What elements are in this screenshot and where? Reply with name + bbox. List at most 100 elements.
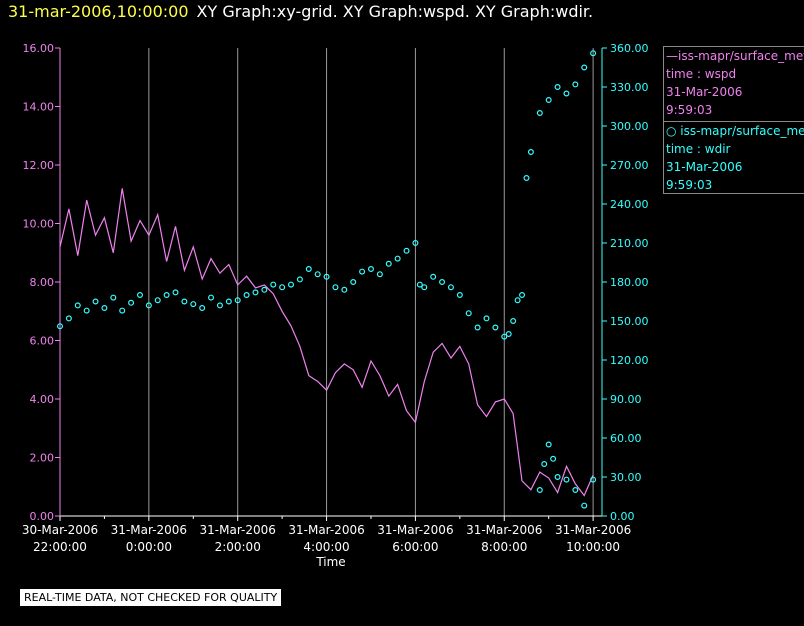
right-tick-label: 270.00: [610, 159, 649, 172]
right-tick-label: 210.00: [610, 237, 649, 250]
wdir-point: [208, 294, 215, 301]
wdir-point: [359, 268, 366, 275]
right-tick-label: 0.00: [610, 510, 635, 523]
x-tick-label-date: 31-Mar-2006: [111, 523, 187, 537]
wdir-point: [119, 307, 126, 314]
legend-wdir-time: 9:59:03: [666, 178, 713, 192]
right-tick-label: 30.00: [610, 471, 642, 484]
x-tick-label-time: 22:00:00: [33, 540, 87, 554]
wdir-point: [367, 266, 374, 273]
wdir-point: [501, 333, 508, 340]
wdir-point: [234, 297, 241, 304]
x-tick-label-time: 6:00:00: [392, 540, 438, 554]
wdir-point: [279, 284, 286, 291]
right-tick-label: 90.00: [610, 393, 642, 406]
wdir-point: [536, 487, 543, 494]
wdir-point: [581, 64, 588, 71]
wdir-point: [412, 240, 419, 247]
wdir-point: [376, 271, 383, 278]
wdir-point: [545, 441, 552, 448]
wdir-point: [305, 266, 312, 273]
right-tick-label: 150.00: [610, 315, 649, 328]
left-tick-label: 4.00: [30, 393, 55, 406]
wdir-point: [190, 301, 197, 308]
wdir-point: [323, 273, 330, 280]
x-tick-label-date: 31-Mar-2006: [466, 523, 542, 537]
wdir-point: [385, 260, 392, 267]
x-axis-label: Time: [315, 555, 345, 569]
wdir-point: [288, 281, 295, 288]
title-graphs: XY Graph:xy-grid. XY Graph:wspd. XY Grap…: [196, 2, 594, 21]
x-tick-label-time: 0:00:00: [126, 540, 172, 554]
wdir-point: [447, 284, 454, 291]
wdir-point: [296, 276, 303, 283]
right-tick-label: 330.00: [610, 81, 649, 94]
wdir-point: [225, 298, 232, 305]
wdir-point: [554, 83, 561, 90]
left-tick-label: 12.00: [23, 159, 55, 172]
wdir-point: [505, 331, 512, 338]
wdir-point: [519, 292, 526, 299]
wspd-line: [59, 188, 594, 497]
wdir-point: [590, 50, 597, 57]
title-time: 31-mar-2006,10:00:00: [8, 2, 189, 21]
wdir-point: [341, 286, 348, 293]
x-tick-label-time: 4:00:00: [303, 540, 349, 554]
legend-wspd: —iss-mapr/surface_met time : wspd 31-Mar…: [664, 47, 804, 119]
legend-wspd-var: time : wspd: [666, 67, 737, 81]
wdir-point: [421, 284, 428, 291]
right-tick-label: 240.00: [610, 198, 649, 211]
wdir-point: [92, 298, 99, 305]
wdir-point: [416, 281, 423, 288]
wspd-series: [59, 188, 594, 497]
wdir-point: [74, 302, 81, 309]
wdir-point: [563, 90, 570, 97]
right-tick-label: 60.00: [610, 432, 642, 445]
wdir-point: [56, 323, 63, 330]
wdir-point: [314, 271, 321, 278]
wdir-point: [536, 109, 543, 116]
wdir-point: [572, 81, 579, 88]
left-tick-label: 14.00: [23, 101, 55, 114]
legend-wspd-date: 31-Mar-2006: [666, 85, 743, 99]
wdir-series: [56, 50, 597, 509]
wdir-point: [83, 307, 90, 314]
wdir-point: [172, 289, 179, 296]
wdir-point: [563, 476, 570, 483]
wdir-point: [572, 487, 579, 494]
wdir-point: [270, 281, 277, 288]
wdir-point: [590, 476, 597, 483]
wdir-point: [545, 96, 552, 103]
x-tick-label-time: 2:00:00: [215, 540, 261, 554]
wdir-point: [541, 461, 548, 468]
wdir-point: [510, 318, 517, 325]
x-tick-label-date: 30-Mar-2006: [22, 523, 98, 537]
wdir-point: [554, 474, 561, 481]
left-tick-label: 2.00: [30, 452, 55, 465]
wdir-point: [145, 302, 152, 309]
wdir-point: [199, 305, 206, 312]
x-tick-label-date: 31-Mar-2006: [200, 523, 276, 537]
wdir-point: [514, 297, 521, 304]
wdir-point: [65, 315, 72, 322]
grid-lines: [148, 48, 594, 516]
legend: —iss-mapr/surface_met time : wspd 31-Mar…: [663, 46, 804, 194]
wdir-point: [474, 324, 481, 331]
wdir-point: [332, 284, 339, 291]
wdir-point: [439, 279, 446, 286]
wdir-point: [527, 149, 534, 156]
wdir-point: [216, 302, 223, 309]
wdir-point: [430, 273, 437, 280]
wdir-point: [154, 297, 161, 304]
wdir-point: [465, 310, 472, 317]
wdir-point: [163, 292, 170, 299]
wdir-point: [136, 292, 143, 299]
wdir-point: [128, 299, 135, 306]
title-bar: 31-mar-2006,10:00:00 XY Graph:xy-grid. XY…: [8, 2, 593, 21]
wdir-point: [550, 455, 557, 462]
left-tick-label: 6.00: [30, 335, 55, 348]
wdir-point: [243, 292, 250, 299]
wdir-point: [110, 294, 117, 301]
x-tick-label-date: 31-Mar-2006: [377, 523, 453, 537]
legend-wspd-time: 9:59:03: [666, 103, 713, 117]
